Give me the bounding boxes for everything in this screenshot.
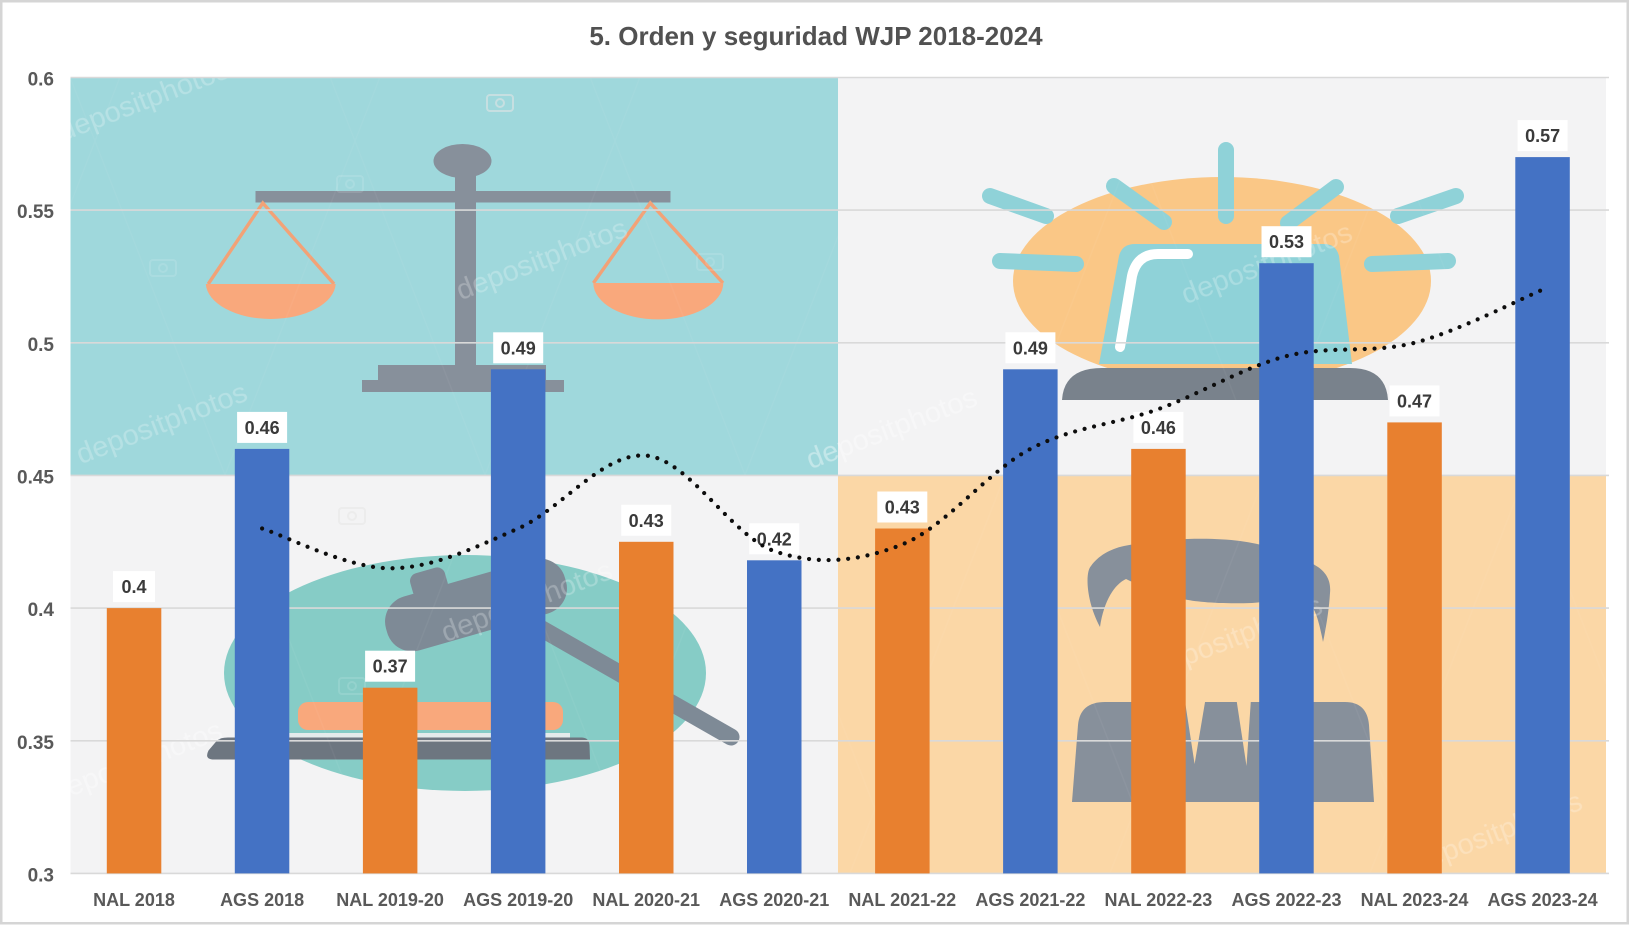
svg-text:0.49: 0.49	[1013, 338, 1048, 358]
svg-text:5. Orden y seguridad WJP 2018-: 5. Orden y seguridad WJP 2018-2024	[589, 21, 1043, 51]
svg-text:0.6: 0.6	[28, 70, 54, 91]
svg-text:0.49: 0.49	[501, 338, 536, 358]
svg-text:0.47: 0.47	[1397, 391, 1432, 411]
svg-text:NAL 2022-23: NAL 2022-23	[1105, 890, 1213, 910]
svg-text:0.4: 0.4	[121, 577, 146, 597]
svg-text:NAL 2021-22: NAL 2021-22	[848, 890, 956, 910]
svg-text:0.43: 0.43	[629, 511, 664, 531]
svg-text:AGS 2023-24: AGS 2023-24	[1488, 890, 1598, 910]
svg-text:0.42: 0.42	[757, 529, 792, 549]
svg-text:0.45: 0.45	[17, 467, 54, 488]
svg-text:AGS 2020-21: AGS 2020-21	[719, 890, 829, 910]
svg-text:0.35: 0.35	[17, 733, 54, 754]
svg-text:AGS 2021-22: AGS 2021-22	[975, 890, 1085, 910]
svg-text:0.46: 0.46	[245, 418, 280, 438]
svg-text:AGS 2019-20: AGS 2019-20	[463, 890, 573, 910]
svg-text:0.43: 0.43	[885, 498, 920, 518]
svg-text:0.53: 0.53	[1269, 232, 1304, 252]
svg-text:AGS 2022-23: AGS 2022-23	[1231, 890, 1341, 910]
svg-text:NAL 2018: NAL 2018	[93, 890, 175, 910]
svg-text:AGS 2018: AGS 2018	[220, 890, 304, 910]
svg-text:0.4: 0.4	[28, 600, 55, 621]
svg-text:0.37: 0.37	[373, 657, 408, 677]
svg-text:0.3: 0.3	[28, 865, 54, 886]
svg-text:NAL 2023-24: NAL 2023-24	[1361, 890, 1469, 910]
svg-text:0.5: 0.5	[28, 335, 55, 356]
svg-text:0.57: 0.57	[1525, 126, 1560, 146]
svg-text:NAL 2020-21: NAL 2020-21	[592, 890, 700, 910]
svg-text:0.46: 0.46	[1141, 418, 1176, 438]
svg-text:0.55: 0.55	[17, 202, 54, 223]
svg-text:NAL 2019-20: NAL 2019-20	[336, 890, 444, 910]
